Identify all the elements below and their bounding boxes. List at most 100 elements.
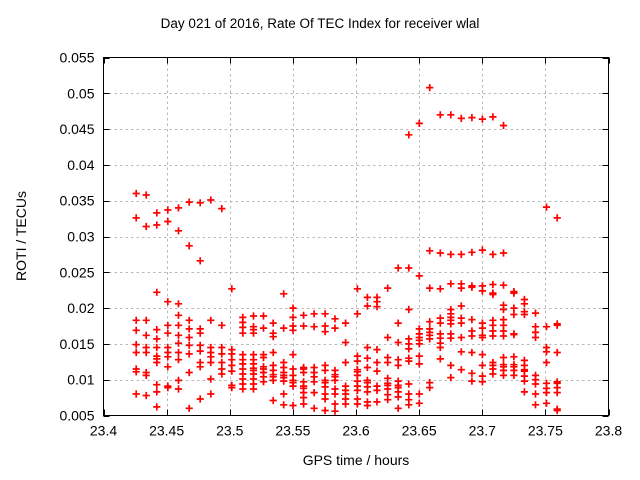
data-point-marker [269,333,277,341]
data-point-marker [510,353,518,361]
data-point-marker [132,368,140,376]
data-point-marker [394,338,402,347]
data-point-marker [331,390,339,398]
data-point-marker [489,280,497,289]
data-point-marker [457,284,465,292]
data-point-marker [531,401,540,409]
data-point-marker [553,406,561,415]
x-tick-label: 23.6 [342,423,369,439]
data-point-marker [164,217,172,226]
data-point-marker [468,348,476,357]
data-point-marker [373,386,381,394]
data-point-marker [132,341,140,349]
data-point-marker [342,400,350,408]
data-point-marker [415,352,423,360]
y-tick-label: 0.035 [59,193,94,209]
data-point-marker [499,332,508,340]
data-point-marker [164,298,172,306]
data-point-marker [153,288,161,296]
data-point-marker [289,382,297,390]
data-point-marker [499,371,508,379]
data-point-marker [542,323,551,331]
data-point-marker [394,404,402,412]
data-point-marker [207,390,215,398]
data-point-marker [405,131,413,139]
data-point-marker [363,302,371,310]
data-point-marker [310,310,318,318]
data-point-marker [174,227,183,235]
data-point-marker [228,367,236,375]
data-point-marker [280,377,288,385]
data-point-marker [259,378,268,386]
x-axis-title: GPS time / hours [302,452,410,468]
data-point-marker [353,310,361,318]
data-point-marker [478,287,486,295]
data-point-marker [415,390,423,398]
data-point-marker [153,343,161,352]
data-point-marker [132,316,140,324]
data-point-marker [520,300,528,308]
data-point-marker [185,316,193,324]
data-point-marker [300,311,308,319]
data-point-marker [384,396,392,404]
y-tick-label: 0.015 [59,336,94,352]
data-point-marker [174,331,183,339]
data-point-marker [331,400,339,408]
data-point-marker [405,264,413,272]
data-point-marker [132,390,140,398]
data-point-marker [321,395,329,403]
data-point-marker [436,111,444,119]
data-point-marker [153,221,161,229]
data-point-marker [185,198,193,206]
data-point-marker [153,358,161,367]
data-point-marker [218,205,226,213]
data-point-marker [489,370,497,378]
data-point-marker [405,380,413,388]
data-point-marker [174,321,183,329]
data-point-marker [510,331,518,339]
data-point-marker [218,350,226,358]
data-point-marker [207,358,215,367]
data-point-marker [174,356,183,364]
data-point-marker [468,377,476,385]
data-point-marker [447,320,455,328]
data-point-marker [164,384,172,392]
data-point-marker [132,348,140,357]
data-point-marker [531,309,540,317]
data-point-marker [405,305,413,314]
data-point-marker [510,289,518,297]
data-point-marker [185,333,193,342]
data-point-marker [510,371,518,379]
data-point-marker [289,401,297,410]
data-point-marker [499,353,508,362]
data-point-marker [499,305,508,314]
data-point-marker [405,357,413,365]
data-point-marker [142,316,150,324]
data-point-marker [196,257,204,265]
data-point-marker [447,111,455,119]
data-point-marker [259,324,268,332]
data-point-marker [447,361,455,369]
data-point-marker [289,313,297,321]
data-point-marker [249,312,258,320]
data-point-marker [394,393,402,401]
data-point-marker [331,407,339,415]
data-point-marker [164,206,172,214]
data-point-marker [153,403,161,411]
x-tick-label: 23.45 [149,423,184,439]
data-point-marker [153,335,161,343]
data-point-marker [164,321,172,329]
data-point-marker [132,326,140,334]
data-point-marker [239,329,247,337]
data-point-marker [457,114,465,122]
data-point-marker [196,347,204,355]
x-tick-label: 23.75 [528,423,563,439]
data-point-marker [142,222,150,231]
data-point-marker [489,113,497,121]
data-point-marker [353,285,361,293]
data-point-marker [363,343,371,352]
data-point-marker [142,348,150,357]
data-point-marker [553,389,561,397]
data-point-marker [142,191,150,199]
